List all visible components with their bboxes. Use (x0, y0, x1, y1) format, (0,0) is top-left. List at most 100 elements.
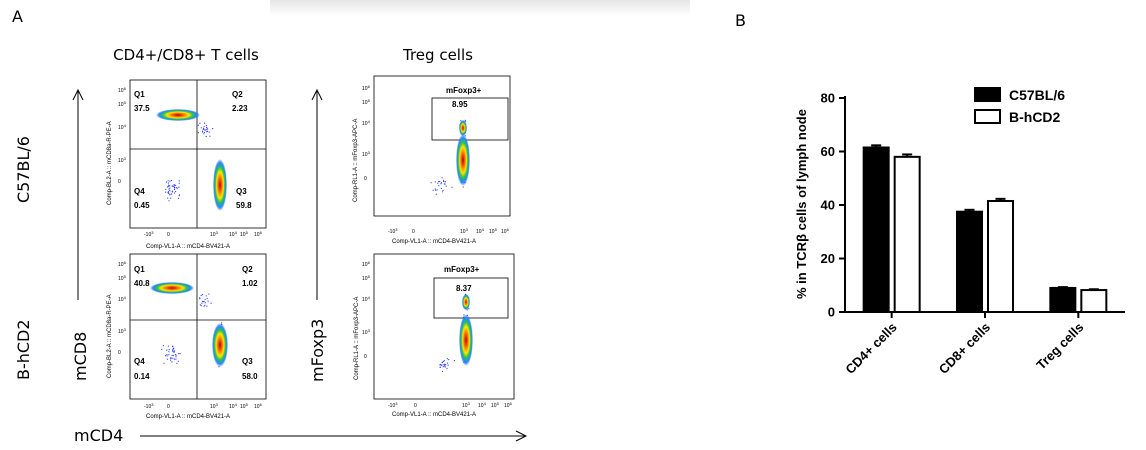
gate-name: mFoxp3+ (446, 86, 482, 95)
event-dot (163, 362, 165, 364)
y-tick-label: 80 (821, 91, 835, 106)
event-dot (453, 360, 455, 362)
event-dot (179, 353, 181, 355)
x-tick: -103 (388, 227, 398, 235)
q3-name: Q3 (242, 357, 253, 366)
event-dot (204, 128, 206, 130)
legend-label: C57BL/6 (1009, 87, 1065, 103)
event-dot (175, 358, 177, 360)
event-dot (173, 188, 176, 191)
event-dot (440, 187, 442, 189)
event-dot (171, 193, 173, 195)
event-dot (171, 179, 173, 182)
y-tick: 103 (118, 156, 127, 164)
x-tick-label: Treg cells (1033, 320, 1086, 373)
event-dot (444, 364, 446, 366)
plot-frame (373, 253, 515, 400)
event-dot (434, 181, 436, 183)
bar-chart: 0 20 40 60 80 CD4+ cells CD8+ cells Treg cells C… (821, 87, 1125, 377)
density-blob (459, 120, 467, 136)
event-dot (438, 185, 440, 187)
event-dot (443, 179, 445, 181)
dot-cloud (430, 119, 470, 195)
event-dot (172, 357, 174, 359)
event-dot (206, 126, 208, 129)
event-dot (169, 190, 171, 192)
y-tick: 105 (362, 98, 371, 106)
x-tick: -103 (388, 401, 398, 409)
y-axis-label: Comp-BL2-A :: mCD8a-R-PE-A (107, 121, 113, 205)
event-dot (447, 364, 449, 366)
event-dot (207, 300, 209, 302)
mcd8-arrowhead (72, 88, 84, 101)
event-dot (178, 182, 180, 184)
event-dot (174, 350, 176, 352)
event-dot (170, 359, 172, 361)
event-dot (203, 125, 205, 127)
event-dot (172, 354, 174, 356)
event-dot (205, 135, 207, 138)
q1-value: 37.5 (134, 104, 150, 113)
event-dot (207, 127, 209, 129)
event-dot (440, 182, 443, 184)
event-dot (168, 200, 170, 202)
q2-value: 2.23 (232, 104, 248, 113)
event-dot (444, 183, 446, 185)
event-dot (168, 354, 170, 356)
q4-value: 0.45 (134, 201, 150, 210)
event-dot (164, 355, 167, 357)
x-tick-label: CD8+ cells (936, 320, 993, 377)
event-dot (210, 302, 212, 304)
x-tick: 105 (240, 230, 249, 238)
x-tick-label: CD4+ cells (842, 320, 899, 377)
event-dot (205, 131, 208, 133)
event-dot (175, 187, 177, 189)
event-dot (208, 131, 210, 133)
y-tick: 0 (118, 179, 121, 185)
event-dot (443, 180, 445, 183)
event-dot (171, 361, 173, 363)
event-dot (167, 191, 169, 193)
event-dot (167, 345, 169, 347)
event-dot (206, 129, 208, 131)
event-dot (437, 182, 439, 184)
event-dot (178, 194, 181, 196)
y-tick-label: 20 (821, 251, 835, 266)
foxp3-gate (431, 97, 509, 141)
event-dot (462, 186, 464, 188)
gate-value: 8.37 (456, 284, 472, 293)
bar (1049, 286, 1077, 313)
event-dot (166, 358, 168, 360)
event-dot (173, 347, 175, 349)
event-dot (205, 295, 207, 297)
y-tick: 104 (362, 295, 371, 303)
q4-value: 0.14 (134, 372, 150, 381)
event-dot (434, 188, 436, 190)
plot-bhcd2-treg: mFoxp3+ 8.37 Comp-RL1-A :: mFoxp3-APC-A … (354, 253, 515, 418)
event-dot (440, 363, 442, 366)
event-dot (171, 191, 174, 193)
x-tick: 106 (504, 401, 513, 409)
x-tick: 0 (167, 404, 170, 410)
event-dot (204, 302, 206, 304)
event-dot (203, 133, 205, 135)
y-tick: 0 (364, 176, 367, 182)
event-dot (178, 180, 180, 182)
bar (987, 199, 1014, 313)
y-tick-label: 60 (821, 144, 835, 159)
event-dot (435, 189, 437, 191)
q2-value: 1.02 (242, 279, 258, 288)
density-blob (156, 109, 200, 121)
density-blob (459, 314, 473, 366)
event-dot (200, 127, 202, 129)
x-tick: 0 (414, 403, 417, 409)
event-dot (172, 345, 174, 347)
event-dot (444, 181, 446, 183)
legend-swatch (974, 109, 1001, 124)
x-tick: 106 (254, 402, 263, 410)
event-dot (162, 345, 164, 347)
x-tick: 104 (478, 401, 487, 409)
x-tick: 105 (489, 227, 498, 235)
plot-c57-quadrant: Q1 37.5 Q2 2.23 Q3 59.8 Q4 0.45 Comp-BL2… (107, 79, 267, 250)
top-shadow (270, 0, 690, 16)
